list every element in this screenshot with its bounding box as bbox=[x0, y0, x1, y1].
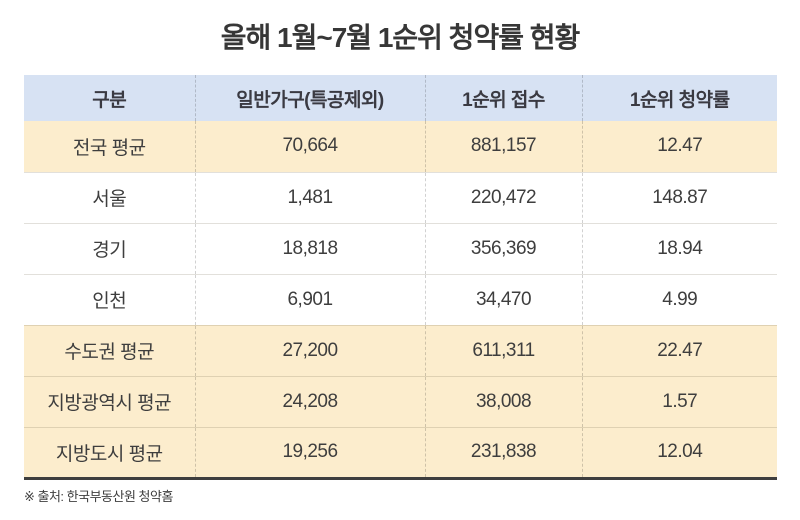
table-cell: 12.47 bbox=[581, 121, 777, 172]
table-cell: 4.99 bbox=[581, 273, 777, 325]
table-cell: 38,008 bbox=[424, 375, 582, 427]
table-cell: 6,901 bbox=[194, 273, 425, 325]
table-row-regional-metro-cities-average: 지방광역시 평균 24,208 38,008 1.57 bbox=[24, 375, 777, 427]
table-cell: 611,311 bbox=[424, 324, 582, 376]
table-cell: 인천 bbox=[24, 273, 195, 325]
page-title: 올해 1월~7월 1순위 청약률 현황 bbox=[220, 22, 581, 53]
table-cell: 수도권 평균 bbox=[24, 324, 195, 376]
table-row-metro-area-average: 수도권 평균 27,200 611,311 22.47 bbox=[24, 324, 777, 376]
column-header-category: 구분 bbox=[24, 75, 195, 121]
subscription-rate-table: 구분 일반가구(특공제외) 1순위 접수 1순위 청약률 전국 평균 70,66… bbox=[24, 75, 777, 480]
table-cell: 231,838 bbox=[424, 426, 582, 478]
table-row-seoul: 서울 1,481 220,472 148.87 bbox=[24, 171, 777, 223]
table-cell: 18.94 bbox=[581, 222, 777, 274]
table-cell: 1,481 bbox=[194, 171, 425, 223]
table-row-regional-cities-average: 지방도시 평균 19,256 231,838 12.04 bbox=[24, 426, 777, 478]
table-cell: 12.04 bbox=[581, 426, 777, 478]
table-cell: 148.87 bbox=[581, 171, 777, 223]
table-cell: 881,157 bbox=[424, 121, 582, 172]
column-header-general-households: 일반가구(특공제외) bbox=[194, 75, 425, 121]
table-cell: 1.57 bbox=[581, 375, 777, 427]
table-cell: 경기 bbox=[24, 222, 195, 274]
table-row-national-average: 전국 평균 70,664 881,157 12.47 bbox=[24, 121, 777, 172]
table-row-incheon: 인천 6,901 34,470 4.99 bbox=[24, 273, 777, 325]
table-cell: 356,369 bbox=[424, 222, 582, 274]
table-cell: 18,818 bbox=[194, 222, 425, 274]
table-cell: 19,256 bbox=[194, 426, 425, 478]
source-note: ※ 출처: 한국부동산원 청약홈 bbox=[24, 489, 173, 504]
table-row-gyeonggi: 경기 18,818 356,369 18.94 bbox=[24, 222, 777, 274]
table-cell: 22.47 bbox=[581, 324, 777, 376]
table-cell: 34,470 bbox=[424, 273, 582, 325]
table-cell: 지방도시 평균 bbox=[24, 426, 195, 478]
table-cell: 220,472 bbox=[424, 171, 582, 223]
table-cell: 전국 평균 bbox=[72, 137, 146, 159]
column-header-first-rank-rate: 1순위 청약률 bbox=[581, 75, 777, 121]
table-header-row: 구분 일반가구(특공제외) 1순위 접수 1순위 청약률 bbox=[24, 75, 777, 121]
table-cell: 24,208 bbox=[194, 375, 425, 427]
column-header-first-rank-applications: 1순위 접수 bbox=[424, 75, 582, 121]
table-cell: 지방광역시 평균 bbox=[24, 375, 195, 427]
table-cell: 70,664 bbox=[194, 121, 425, 172]
table-cell: 27,200 bbox=[194, 324, 425, 376]
table-cell: 서울 bbox=[24, 171, 195, 223]
